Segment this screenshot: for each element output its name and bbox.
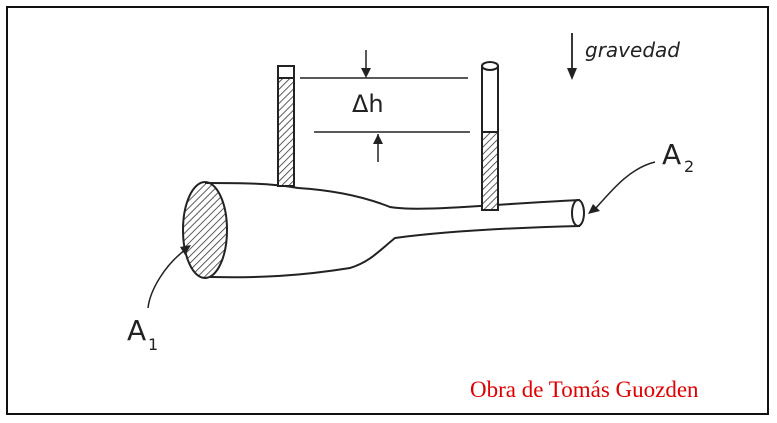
area-1-subscript: 1 — [148, 335, 158, 354]
gravity-label: gravedad — [585, 38, 680, 62]
outlet-cross-section — [571, 199, 585, 227]
gravity-arrow — [567, 68, 577, 80]
right-tube-fluid — [483, 132, 497, 209]
area-2-label: A — [662, 138, 681, 171]
delta-h-arrow-down — [361, 68, 371, 78]
area-1-label: A — [127, 314, 146, 347]
delta-h-arrow-up — [373, 134, 383, 144]
area-2-subscript: 2 — [684, 157, 694, 176]
area-2-pointer — [595, 161, 656, 209]
area-1-pointer — [147, 249, 186, 309]
left-tube-fluid — [279, 78, 293, 185]
author-credit: Obra de Tomás Guozden — [470, 377, 699, 402]
pipe-outline — [204, 182, 581, 279]
diagram-frame — [6, 6, 769, 415]
inlet-cross-section — [182, 181, 228, 279]
delta-h-label: Δh — [352, 90, 384, 118]
